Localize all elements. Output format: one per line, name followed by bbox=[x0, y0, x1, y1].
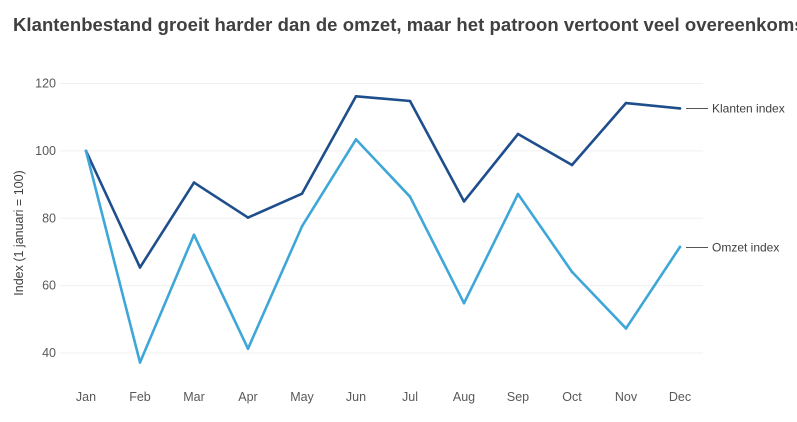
x-tick-label: Nov bbox=[615, 390, 638, 404]
chart-title: Klantenbestand groeit harder dan de omze… bbox=[13, 14, 797, 35]
data-point bbox=[84, 149, 88, 153]
data-point bbox=[570, 270, 574, 274]
data-point bbox=[354, 138, 358, 141]
data-point bbox=[408, 195, 412, 198]
y-tick-label: 120 bbox=[35, 76, 56, 90]
data-point bbox=[408, 99, 412, 103]
data-point bbox=[624, 101, 628, 105]
y-tick-label: 100 bbox=[35, 144, 56, 158]
series-end-labels: Klanten index Omzet index bbox=[686, 102, 785, 255]
x-tick-label: Feb bbox=[129, 390, 151, 404]
data-point bbox=[300, 225, 304, 228]
x-tick-label: Oct bbox=[562, 390, 582, 404]
series-line-0 bbox=[84, 94, 682, 269]
y-tick-label: 40 bbox=[42, 346, 56, 360]
data-point bbox=[192, 233, 196, 237]
x-tick-label: Jun bbox=[346, 390, 366, 404]
data-point bbox=[354, 94, 358, 98]
gridlines bbox=[60, 82, 703, 354]
data-point bbox=[624, 327, 628, 330]
x-axis-ticks: Jan Feb Mar Apr May Jun Jul Aug Sep Oct Nov Dec bbox=[76, 390, 691, 404]
data-point bbox=[678, 107, 682, 110]
x-tick-label: Sep bbox=[507, 390, 529, 404]
x-tick-label: Jan bbox=[76, 390, 96, 404]
x-tick-label: Mar bbox=[183, 390, 205, 404]
data-point bbox=[300, 192, 304, 195]
series-label: Klanten index bbox=[712, 102, 785, 116]
data-point bbox=[462, 200, 466, 203]
x-tick-label: Dec bbox=[669, 390, 691, 404]
x-tick-label: Apr bbox=[238, 390, 257, 404]
data-point bbox=[246, 347, 250, 350]
y-tick-label: 80 bbox=[42, 211, 56, 225]
data-point bbox=[246, 216, 250, 219]
x-tick-label: Jul bbox=[402, 390, 418, 404]
series-lines bbox=[84, 94, 682, 364]
y-tick-label: 60 bbox=[42, 279, 56, 293]
series-line-1 bbox=[84, 138, 682, 364]
data-point bbox=[678, 245, 682, 249]
data-point bbox=[570, 163, 574, 167]
y-axis-label: Index (1 januari = 100) bbox=[12, 170, 26, 295]
data-point bbox=[462, 301, 466, 305]
data-point bbox=[138, 266, 142, 269]
x-tick-label: Aug bbox=[453, 390, 475, 404]
y-axis-ticks: 40 60 80 100 120 bbox=[35, 76, 56, 360]
x-tick-label: May bbox=[290, 390, 314, 404]
series-label: Omzet index bbox=[712, 241, 779, 255]
data-point bbox=[516, 132, 520, 136]
data-point bbox=[516, 192, 520, 196]
data-point bbox=[138, 361, 142, 364]
data-point bbox=[192, 181, 196, 184]
